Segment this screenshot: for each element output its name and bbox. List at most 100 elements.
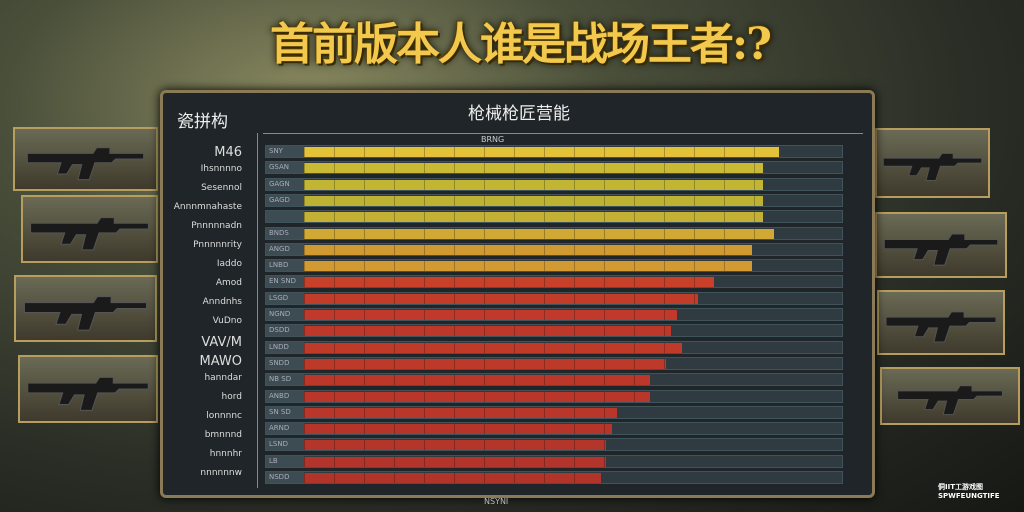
top-axis bbox=[263, 133, 863, 134]
rifle-icon bbox=[27, 376, 149, 411]
table-row[interactable]: EN SND bbox=[265, 275, 843, 289]
row-label: nnnnnnw bbox=[200, 468, 242, 478]
row-label: Pnnnnnrity bbox=[193, 240, 242, 250]
row-code: NSDD bbox=[266, 472, 304, 483]
label-divider bbox=[257, 133, 258, 488]
stat-bar bbox=[304, 261, 753, 272]
row-code: LNBD bbox=[266, 260, 304, 272]
table-row[interactable]: SNDD bbox=[265, 356, 843, 370]
row-code: SNDD bbox=[266, 357, 304, 369]
row-label: Ihsnnnno bbox=[200, 164, 242, 174]
stat-bar bbox=[304, 407, 618, 418]
row-code: GAGN bbox=[266, 178, 304, 190]
row-label: VuDno bbox=[212, 316, 242, 326]
table-row[interactable]: ANBD bbox=[265, 389, 843, 403]
stat-bar bbox=[304, 277, 715, 288]
table-row[interactable]: ARND bbox=[265, 422, 843, 436]
row-label: M46 bbox=[214, 145, 242, 160]
row-label: hord bbox=[221, 392, 242, 402]
stat-bar bbox=[304, 228, 774, 239]
table-row[interactable]: LSND bbox=[265, 438, 843, 452]
table-row[interactable]: LNBD bbox=[265, 259, 843, 273]
weapon-image-1[interactable] bbox=[13, 127, 158, 191]
row-code: BNDS bbox=[266, 227, 304, 239]
row-code bbox=[266, 211, 304, 223]
stat-bar bbox=[304, 473, 601, 483]
row-code: ARND bbox=[266, 423, 304, 435]
rifle-icon bbox=[885, 311, 997, 343]
stat-bar bbox=[304, 358, 666, 369]
table-row[interactable]: LB bbox=[265, 454, 843, 468]
row-code: LSND bbox=[266, 439, 304, 451]
row-label: Pnnnnnadn bbox=[191, 221, 242, 231]
row-code: NB SD bbox=[266, 374, 304, 386]
row-label: Annnmnahaste bbox=[173, 202, 242, 212]
row-code: NGND bbox=[266, 309, 304, 320]
stat-bar bbox=[304, 244, 753, 255]
row-code: GAGD bbox=[266, 194, 304, 206]
row-code: SN SD bbox=[266, 406, 304, 418]
watermark: 侗IIT工游戏图 SPWFEUNGTIFE bbox=[938, 483, 1000, 500]
row-code: GSAN bbox=[266, 162, 304, 174]
table-row[interactable]: GAGN bbox=[265, 177, 843, 191]
row-code: EN SND bbox=[266, 276, 304, 288]
weapon-image-8[interactable] bbox=[880, 367, 1020, 425]
page-title: 首前版本人谁是战场王者:? bbox=[269, 19, 772, 70]
row-label: Anndnhs bbox=[202, 297, 242, 307]
table-row[interactable]: NGND bbox=[265, 308, 843, 321]
stat-bar bbox=[304, 147, 780, 157]
footer-text: NSYNI bbox=[484, 497, 509, 506]
stat-bar bbox=[304, 163, 763, 174]
row-code: ANBD bbox=[266, 390, 304, 402]
weapon-image-7[interactable] bbox=[877, 290, 1005, 355]
weapon-image-5[interactable] bbox=[875, 128, 990, 198]
row-label: Amod bbox=[215, 278, 242, 288]
table-row[interactable]: NSDD bbox=[265, 471, 843, 484]
row-label: bmnnnd bbox=[204, 430, 242, 440]
rifle-icon bbox=[30, 217, 149, 251]
weapon-image-3[interactable] bbox=[14, 275, 157, 342]
rifle-icon bbox=[897, 385, 1003, 415]
table-row[interactable]: BNDS bbox=[265, 226, 843, 240]
column-header: BRNG bbox=[481, 135, 505, 144]
weapon-image-4[interactable] bbox=[18, 355, 158, 423]
table-row[interactable]: DSDD bbox=[265, 324, 843, 338]
rifle-icon bbox=[882, 153, 983, 181]
row-label: hanndar bbox=[204, 373, 242, 383]
stat-bar bbox=[304, 456, 607, 467]
table-row[interactable]: SNY bbox=[265, 145, 843, 158]
weapon-stats-panel: 瓷拼构 枪械枪匠营能 BRNG M46 Ihsnnnno Sesennol Annnm… bbox=[160, 90, 875, 498]
stat-bar bbox=[304, 391, 650, 402]
row-code: LB bbox=[266, 455, 304, 467]
row-code: DSDD bbox=[266, 325, 304, 337]
row-label: Iaddo bbox=[216, 259, 242, 269]
stat-bar bbox=[304, 293, 699, 304]
row-label: VAV/M bbox=[201, 335, 242, 350]
row-label: Sesennol bbox=[201, 183, 242, 193]
weapon-image-2[interactable] bbox=[21, 195, 158, 263]
row-code: LNDD bbox=[266, 341, 304, 353]
panel-title: 枪械枪匠营能 bbox=[468, 104, 570, 124]
rifle-icon bbox=[23, 296, 148, 331]
table-row[interactable]: GAGD bbox=[265, 193, 843, 207]
stat-bar bbox=[304, 342, 682, 353]
table-row[interactable]: GSAN bbox=[265, 161, 843, 175]
table-row[interactable]: ANGD bbox=[265, 242, 843, 256]
weapon-image-6[interactable] bbox=[875, 212, 1007, 278]
row-code: ANGD bbox=[266, 243, 304, 255]
stat-bar bbox=[304, 212, 763, 223]
table-row[interactable]: SN SD bbox=[265, 405, 843, 419]
row-label: MAWO bbox=[199, 354, 243, 369]
rifle-icon bbox=[26, 147, 145, 181]
table-row[interactable]: LSGD bbox=[265, 291, 843, 305]
stat-bar bbox=[304, 424, 612, 435]
table-row[interactable] bbox=[265, 210, 843, 224]
stat-bar bbox=[304, 195, 763, 206]
row-code: LSGD bbox=[266, 292, 304, 304]
stat-bar bbox=[304, 440, 607, 451]
row-code: SNY bbox=[266, 146, 304, 157]
table-row[interactable]: LNDD bbox=[265, 340, 843, 354]
stat-bar bbox=[304, 310, 677, 320]
stat-bar bbox=[304, 179, 763, 190]
table-row[interactable]: NB SD bbox=[265, 373, 843, 387]
